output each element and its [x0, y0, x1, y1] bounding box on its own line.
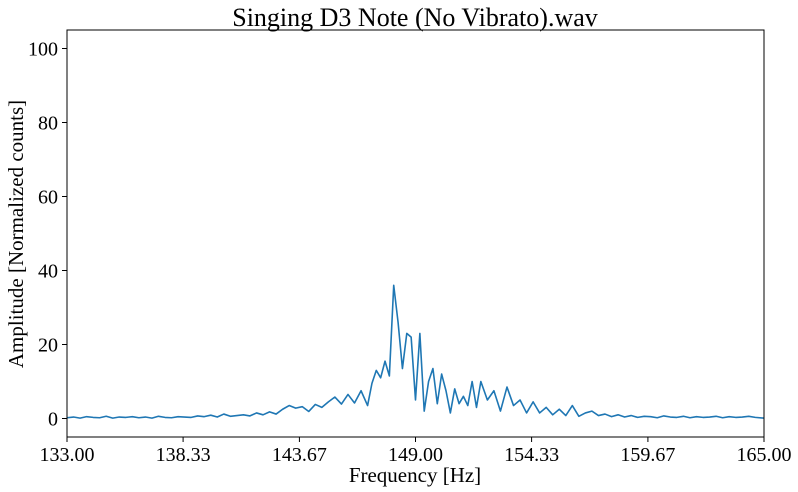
x-tick-label: 133.00	[40, 444, 95, 466]
plot-area	[66, 284, 765, 419]
y-tick-label: 0	[48, 409, 58, 431]
y-tick-label: 40	[38, 261, 58, 283]
x-tick-label: 138.33	[156, 444, 211, 466]
x-axis: 133.00 138.33 143.67 149.00 154.33 159.67 165.…	[40, 437, 792, 466]
y-tick-label: 20	[38, 335, 58, 357]
series-line-0	[66, 284, 765, 419]
x-tick-label: 149.00	[388, 444, 443, 466]
x-tick-label: 165.00	[737, 444, 792, 466]
y-tick-label: 60	[38, 187, 58, 209]
chart-title: Singing D3 Note (No Vibrato).wav	[232, 3, 598, 32]
x-tick-label: 154.33	[504, 444, 559, 466]
x-tick-label: 143.67	[272, 444, 327, 466]
plot-frame	[66, 29, 765, 438]
x-axis-label: Frequency [Hz]	[349, 463, 481, 487]
y-axis-label: Amplitude [Normalized counts]	[4, 100, 28, 368]
x-tick-label: 159.67	[620, 444, 675, 466]
y-tick-label: 100	[28, 39, 58, 61]
y-tick-label: 80	[38, 113, 58, 135]
y-axis: 0 20 40 60 80 100	[28, 39, 67, 431]
